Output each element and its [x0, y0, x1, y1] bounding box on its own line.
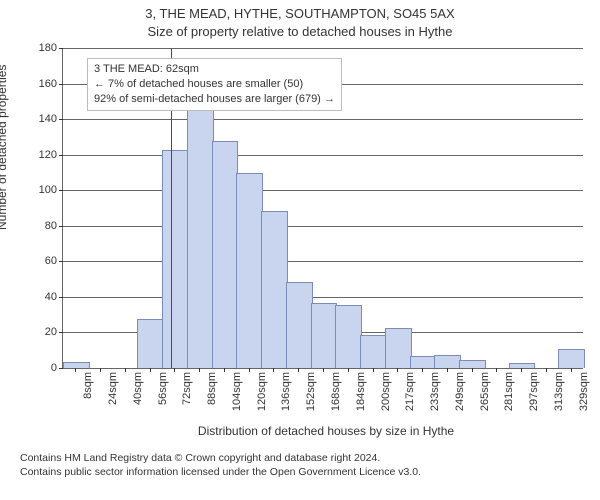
x-tick-label: 297sqm [526, 368, 540, 411]
histogram-bar [459, 360, 486, 368]
x-tick-label: 40sqm [130, 368, 144, 405]
gridline [63, 261, 583, 262]
histogram-bar [286, 282, 313, 368]
y-tick-label: 80 [45, 220, 63, 232]
x-tick-label: 329sqm [576, 368, 590, 411]
footer-line1: Contains HM Land Registry data © Crown c… [20, 452, 590, 466]
x-tick-label: 136sqm [278, 368, 292, 411]
x-tick-label: 249sqm [452, 368, 466, 411]
histogram-bar [236, 173, 263, 368]
x-tick-label: 104sqm [229, 368, 243, 411]
histogram-bar [212, 141, 239, 368]
x-tick-label: 168sqm [328, 368, 342, 411]
gridline [63, 297, 583, 298]
y-tick-label: 0 [51, 362, 63, 374]
histogram-bar [558, 349, 585, 368]
x-tick-label: 152sqm [303, 368, 317, 411]
x-tick-label: 313sqm [551, 368, 565, 411]
y-tick-label: 60 [45, 255, 63, 267]
y-tick-label: 160 [39, 78, 63, 90]
histogram-bar [410, 356, 437, 368]
annotation-line: ← 7% of detached houses are smaller (50) [94, 77, 335, 92]
chart-footer: Contains HM Land Registry data © Crown c… [20, 452, 590, 479]
gridline [63, 48, 583, 49]
x-tick-label: 281sqm [501, 368, 515, 411]
footer-line2: Contains public sector information licen… [20, 466, 590, 480]
y-axis-label: Number of detached properties [0, 65, 9, 230]
chart-title-line1: 3, THE MEAD, HYTHE, SOUTHAMPTON, SO45 5A… [0, 6, 600, 21]
histogram-bar [187, 107, 214, 368]
y-tick-label: 120 [39, 149, 63, 161]
x-tick-label: 217sqm [402, 368, 416, 411]
histogram-bar [261, 211, 288, 368]
y-tick-label: 180 [39, 42, 63, 54]
y-tick-label: 140 [39, 113, 63, 125]
annotation-line: 92% of semi-detached houses are larger (… [94, 92, 335, 107]
x-tick-label: 24sqm [105, 368, 119, 405]
x-tick-label: 200sqm [378, 368, 392, 411]
histogram-bar [434, 355, 461, 368]
annotation-box: 3 THE MEAD: 62sqm← 7% of detached houses… [87, 58, 342, 111]
y-tick-label: 100 [39, 184, 63, 196]
gridline [63, 119, 583, 120]
gridline [63, 190, 583, 191]
histogram-bar [360, 335, 387, 368]
histogram-bar [335, 305, 362, 368]
annotation-line: 3 THE MEAD: 62sqm [94, 62, 335, 77]
chart-plot-area: 0204060801001201401601808sqm24sqm40sqm56… [62, 48, 583, 369]
y-tick-label: 20 [45, 326, 63, 338]
x-tick-label: 8sqm [80, 368, 94, 399]
x-tick-label: 233sqm [427, 368, 441, 411]
histogram-bar [162, 150, 189, 368]
gridline [63, 155, 583, 156]
x-tick-label: 265sqm [477, 368, 491, 411]
x-tick-label: 184sqm [353, 368, 367, 411]
y-tick-label: 40 [45, 291, 63, 303]
gridline [63, 226, 583, 227]
histogram-bar [137, 319, 164, 368]
chart-title-line2: Size of property relative to detached ho… [0, 24, 600, 39]
x-tick-label: 120sqm [254, 368, 268, 411]
histogram-bar [385, 328, 412, 368]
x-tick-label: 72sqm [179, 368, 193, 405]
x-tick-label: 56sqm [155, 368, 169, 405]
x-tick-label: 88sqm [204, 368, 218, 405]
histogram-bar [311, 303, 338, 368]
x-axis-label: Distribution of detached houses by size … [62, 424, 590, 438]
